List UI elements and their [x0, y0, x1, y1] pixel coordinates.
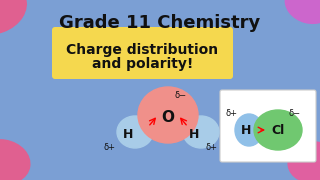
Ellipse shape [138, 87, 198, 143]
Text: δ+: δ+ [206, 143, 218, 152]
Ellipse shape [235, 114, 263, 146]
Text: δ−: δ− [289, 109, 301, 118]
Text: δ−: δ− [175, 91, 187, 100]
Text: H: H [123, 127, 133, 141]
FancyBboxPatch shape [52, 27, 233, 79]
Ellipse shape [285, 0, 320, 23]
Ellipse shape [254, 110, 302, 150]
Text: H: H [241, 125, 251, 138]
Ellipse shape [0, 140, 30, 180]
Ellipse shape [288, 142, 320, 180]
Text: δ+: δ+ [104, 143, 116, 152]
Text: Grade 11 Chemistry: Grade 11 Chemistry [60, 14, 260, 32]
Text: δ+: δ+ [226, 109, 238, 118]
Text: Cl: Cl [271, 125, 284, 138]
Text: Charge distribution: Charge distribution [67, 43, 219, 57]
Text: H: H [189, 127, 199, 141]
Ellipse shape [117, 116, 153, 148]
Text: and polarity!: and polarity! [92, 57, 193, 71]
FancyBboxPatch shape [220, 90, 316, 162]
Text: O: O [162, 109, 174, 125]
Ellipse shape [183, 116, 219, 148]
Ellipse shape [0, 0, 26, 34]
